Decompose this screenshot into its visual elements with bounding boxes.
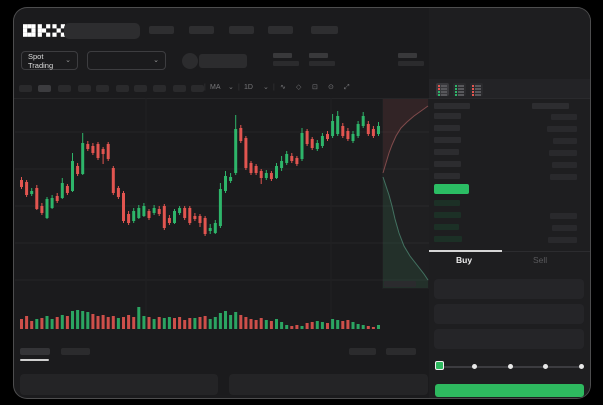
- app-window: Spot Trading ⌄ ⌄ | MA ⌄ | 1D ⌄ | ∿ ◇ ⊡ ⊙ ⤢ Buy: [13, 7, 591, 399]
- orderbook-column-header: [532, 103, 569, 109]
- ask-amount-placeholder[interactable]: [547, 126, 577, 132]
- chevron-down-icon: ⌄: [153, 57, 159, 64]
- top-nav: [14, 8, 429, 48]
- ma-indicator-icon[interactable]: MA: [210, 84, 221, 91]
- fullscreen-icon[interactable]: ⤢: [344, 84, 350, 91]
- chevron-down-icon: ⌄: [65, 57, 71, 64]
- bid-price-placeholder[interactable]: [434, 200, 460, 206]
- ask-price-placeholder[interactable]: [434, 173, 460, 179]
- timeframe-pill[interactable]: [78, 85, 91, 92]
- chevron-down-icon[interactable]: ⌄: [228, 84, 234, 91]
- bid-amount-placeholder[interactable]: [552, 225, 577, 231]
- slider-stop[interactable]: [472, 364, 477, 369]
- ask-amount-placeholder[interactable]: [551, 114, 577, 120]
- ask-amount-placeholder[interactable]: [550, 174, 577, 180]
- bottom-panel-placeholder: [20, 374, 218, 395]
- amount-input[interactable]: [434, 304, 584, 324]
- tab-sell[interactable]: Sell: [533, 255, 548, 265]
- bottom-tab[interactable]: [349, 348, 376, 355]
- total-input[interactable]: [434, 329, 584, 349]
- ask-amount-placeholder[interactable]: [552, 162, 577, 168]
- orderbook-column-header: [434, 103, 470, 109]
- tab-divider: [502, 251, 590, 252]
- interval-icon[interactable]: 1D: [244, 84, 253, 91]
- buy-button[interactable]: [435, 384, 584, 397]
- ask-price-placeholder[interactable]: [434, 125, 460, 131]
- camera-icon[interactable]: ⊡: [312, 84, 318, 91]
- ask-price-placeholder[interactable]: [434, 113, 461, 119]
- orderbook-both-icon[interactable]: [436, 83, 449, 96]
- bottom-tab[interactable]: [61, 348, 90, 355]
- settings-icon[interactable]: ⊙: [328, 84, 334, 91]
- timeframe-pill[interactable]: [19, 85, 32, 92]
- orderbook-bids-icon[interactable]: [453, 83, 466, 96]
- stat-value-placeholder: [398, 61, 424, 66]
- last-price-placeholder: [199, 54, 247, 68]
- bid-price-placeholder[interactable]: [434, 212, 461, 218]
- bottom-tab-underline: [20, 359, 49, 361]
- last-price-bar[interactable]: [434, 184, 469, 194]
- pair-selector-dropdown[interactable]: ⌄: [87, 51, 166, 70]
- stat-value-placeholder: [309, 61, 335, 66]
- nav-item-placeholder[interactable]: [268, 26, 293, 34]
- stat-value-placeholder: [273, 61, 299, 66]
- slider-stop[interactable]: [578, 364, 584, 369]
- ask-price-placeholder[interactable]: [434, 137, 461, 143]
- ask-amount-placeholder[interactable]: [549, 150, 577, 156]
- bottom-tab[interactable]: [386, 348, 416, 355]
- slider-handle[interactable]: [435, 361, 444, 370]
- okx-logo-icon: [23, 24, 65, 37]
- timeframe-pill[interactable]: [173, 85, 186, 92]
- bottom-panel-placeholder: [229, 374, 428, 395]
- timeframe-pill[interactable]: [134, 85, 147, 92]
- timeframe-pill[interactable]: [38, 85, 51, 92]
- draw-tool-icon[interactable]: ◇: [296, 84, 302, 91]
- toolbar-separator: |: [273, 84, 275, 91]
- toolbar-divider: [14, 98, 429, 99]
- line-chart-icon[interactable]: ∿: [280, 84, 286, 91]
- timeframe-pill[interactable]: [96, 85, 109, 92]
- chevron-down-icon[interactable]: ⌄: [263, 84, 269, 91]
- ask-price-placeholder[interactable]: [434, 149, 459, 155]
- ask-amount-placeholder[interactable]: [553, 138, 577, 144]
- nav-item-placeholder[interactable]: [189, 26, 214, 34]
- ask-price-placeholder[interactable]: [434, 161, 461, 167]
- slider-stop[interactable]: [543, 364, 548, 369]
- bid-amount-placeholder[interactable]: [550, 213, 577, 219]
- coin-icon: [182, 53, 198, 69]
- bid-price-placeholder[interactable]: [434, 224, 459, 230]
- bid-price-placeholder[interactable]: [434, 236, 462, 242]
- market-type-dropdown[interactable]: Spot Trading ⌄: [21, 51, 78, 70]
- bottom-tab[interactable]: [20, 348, 50, 355]
- toolbar-separator: |: [204, 84, 206, 91]
- nav-item-placeholder[interactable]: [149, 26, 174, 34]
- nav-item-placeholder[interactable]: [229, 26, 254, 34]
- nav-item-placeholder[interactable]: [311, 26, 338, 34]
- bid-amount-placeholder[interactable]: [548, 237, 577, 243]
- orderbook-header: [429, 79, 590, 99]
- market-type-label: Spot Trading: [28, 51, 54, 70]
- timeframe-pill[interactable]: [153, 85, 166, 92]
- stat-label-placeholder: [273, 53, 292, 58]
- stat-label-placeholder: [398, 53, 417, 58]
- order-book-panel: Buy Sell: [429, 8, 590, 398]
- slider-stop[interactable]: [507, 364, 513, 369]
- stat-label-placeholder: [309, 53, 328, 58]
- orderbook-asks-icon[interactable]: [470, 83, 483, 96]
- timeframe-pill[interactable]: [58, 85, 71, 92]
- tab-buy[interactable]: Buy: [456, 255, 473, 265]
- search-input[interactable]: [64, 23, 140, 39]
- price-input[interactable]: [434, 279, 584, 299]
- toolbar-separator: |: [238, 84, 240, 91]
- timeframe-pill[interactable]: [191, 85, 204, 92]
- buy-tab-underline: [429, 250, 502, 252]
- price-chart[interactable]: [15, 98, 429, 348]
- timeframe-pill[interactable]: [116, 85, 129, 92]
